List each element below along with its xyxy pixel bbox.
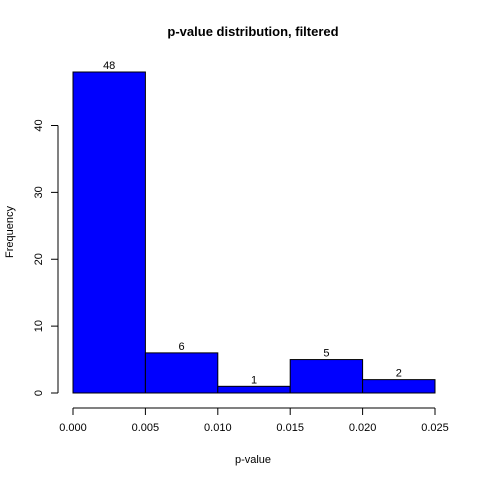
bar-3 [290, 360, 362, 393]
chart-title: p-value distribution, filtered [167, 24, 338, 39]
bar-count-label-3: 5 [323, 348, 329, 360]
bar-count-label-2: 1 [251, 374, 257, 386]
bar-count-label-0: 48 [103, 60, 115, 72]
x-axis-label: p-value [235, 454, 271, 466]
bar-2 [218, 386, 290, 393]
x-tick-label-5: 0.025 [421, 422, 449, 434]
x-tick-label-0: 0.000 [59, 422, 87, 434]
bar-4 [363, 380, 435, 393]
x-tick-label-3: 0.015 [276, 422, 304, 434]
bar-count-label-1: 6 [179, 341, 185, 353]
bar-count-label-4: 2 [396, 368, 402, 380]
y-tick-label-3: 30 [33, 186, 45, 198]
y-tick-label-2: 20 [33, 253, 45, 265]
x-tick-label-4: 0.020 [349, 422, 377, 434]
y-tick-label-0: 0 [33, 390, 45, 396]
y-axis-label: Frequency [4, 206, 16, 258]
y-tick-label-4: 40 [33, 119, 45, 131]
y-tick-label-1: 10 [33, 320, 45, 332]
bar-0 [73, 72, 145, 393]
bar-1 [145, 353, 217, 393]
x-tick-label-2: 0.010 [204, 422, 232, 434]
x-tick-label-1: 0.005 [132, 422, 160, 434]
